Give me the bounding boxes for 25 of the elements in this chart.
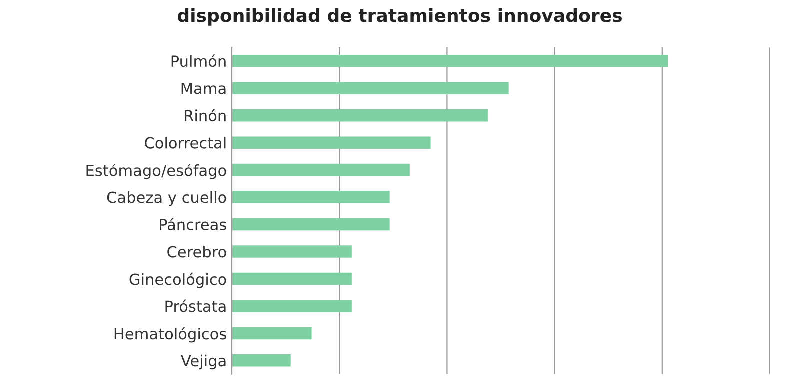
y-tick-label: Hematológicos [114,327,226,343]
y-tick-label: Colorrectal [145,137,226,149]
y-tick-label: Cerebro [168,246,226,258]
bar [232,327,312,340]
bar [232,272,352,286]
bar [232,300,352,312]
bar [232,191,390,204]
bar [232,218,390,231]
y-tick-label: Próstata [166,300,226,312]
y-tick-label: Mama [182,83,226,94]
bar [232,246,352,258]
chart-title: disponibilidad de tratamientos innovadores [178,8,622,26]
y-tick-label: Estómago/esófago [86,164,226,180]
bar [232,54,668,68]
bar [232,136,431,149]
y-tick-label: Rinón [185,109,226,122]
bar [232,82,509,94]
bar [232,164,410,176]
bar [232,354,291,367]
y-tick-label: Vejiga [181,354,226,370]
y-tick-label: Cabeza y cuello [107,191,226,206]
y-tick-label: Ginecológico [130,272,226,288]
y-tick-label: Páncreas [160,218,226,231]
bar [232,109,488,122]
y-tick-label: Pulmón [172,54,226,68]
